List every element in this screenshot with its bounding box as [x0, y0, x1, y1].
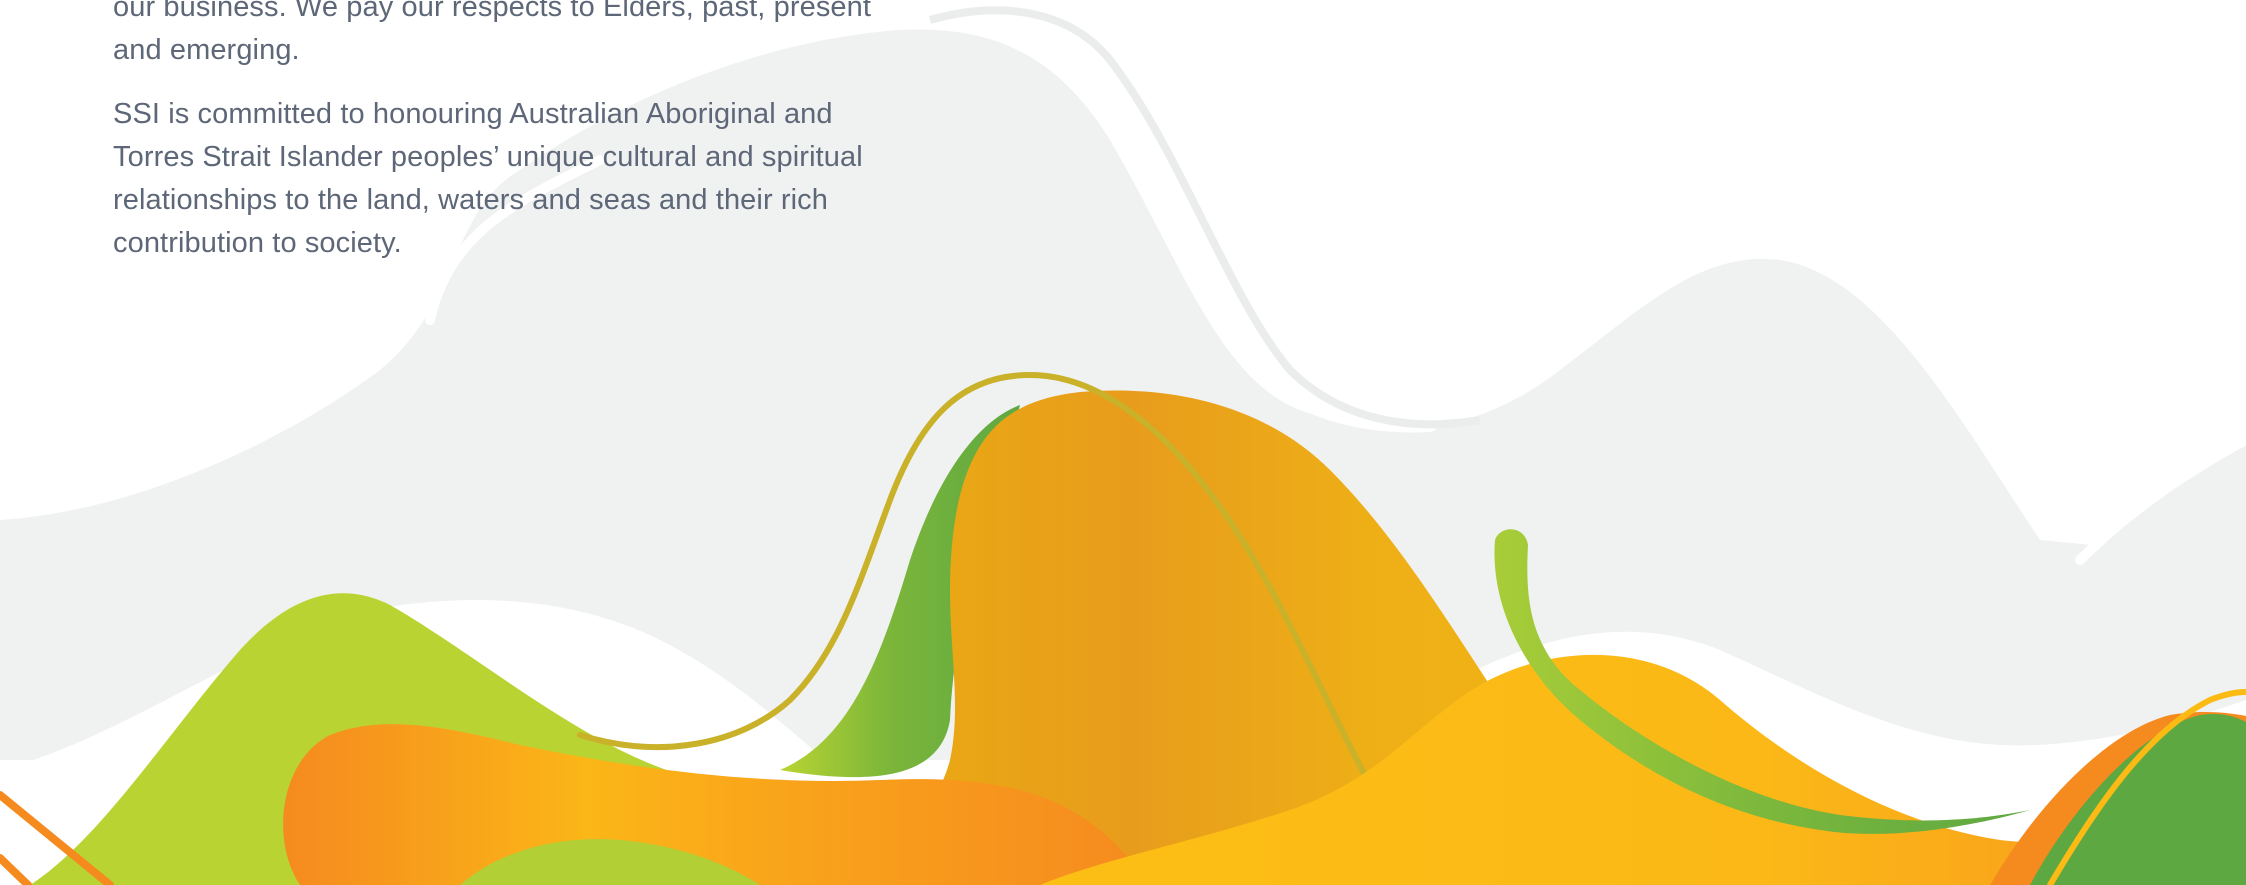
yellow-line-right: [2047, 689, 2246, 885]
acknowledgement-text: our business. We pay our respects to Eld…: [113, 0, 873, 286]
white-line-left: [425, 155, 605, 325]
orange-slash-1: [0, 791, 114, 885]
grey-wave-right: [2040, 440, 2246, 760]
white-accent-lines: [425, 15, 2246, 565]
yellow-band: [1040, 654, 2246, 885]
olive-line: [577, 371, 1448, 885]
orange-slash-2: [0, 854, 32, 885]
white-line-right: [2075, 435, 2246, 565]
acknowledgement-paragraph-1: our business. We pay our respects to Eld…: [113, 0, 872, 66]
orange-slashes-left: [0, 791, 114, 885]
green-hill-right: [2030, 713, 2246, 885]
grey-arc-line: [928, 6, 1481, 429]
green-pod-left: [460, 839, 760, 885]
orange-swoosh: [283, 724, 1150, 885]
white-line-top: [1003, 15, 1437, 433]
acknowledgement-paragraph-2: SSI is committed to honouring Australian…: [113, 98, 863, 259]
